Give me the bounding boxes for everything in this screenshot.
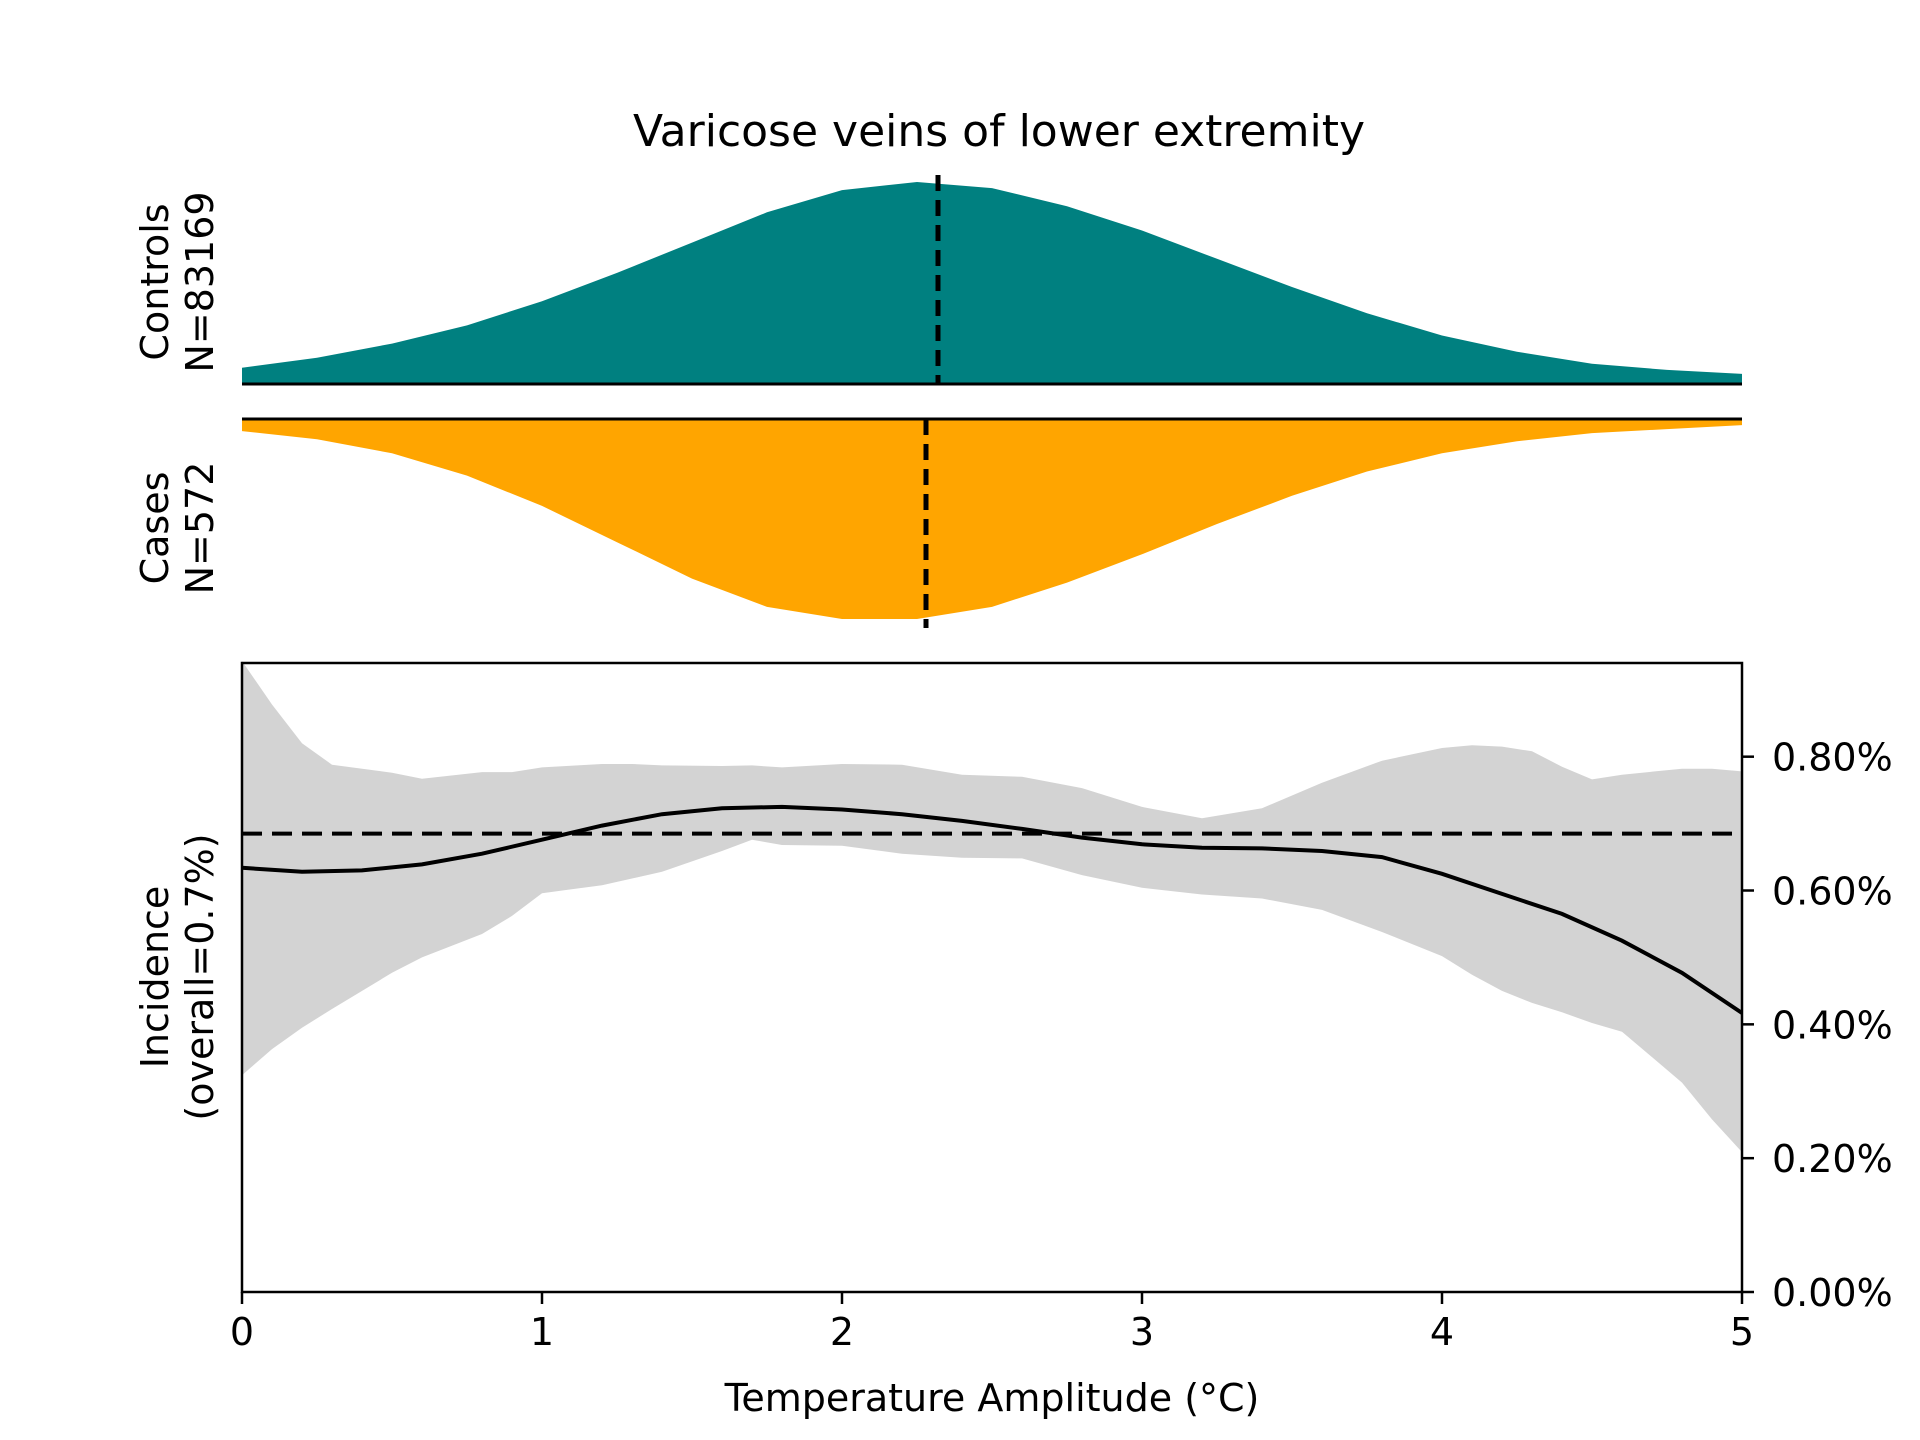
y-tick-label: 0.00% [1772,1271,1893,1315]
y-tick-label: 0.40% [1772,1003,1893,1047]
cases-ylabel-line1: Cases [133,472,177,585]
y-axis-ticks: 0.00% 0.20% 0.40% 0.60% 0.80% [1742,736,1893,1315]
cases-density-area [242,419,1742,619]
cases-panel: Cases N=572 [133,417,1742,628]
x-tick-label: 0 [230,1310,254,1354]
x-tick-label: 4 [1430,1310,1454,1354]
incidence-ylabel-line2: (overall=0.7%) [178,833,222,1120]
controls-ylabel-line1: Controls [133,203,177,360]
x-axis-label: Temperature Amplitude (°C) [724,1376,1260,1420]
controls-panel: Controls N=83169 [133,175,1742,386]
incidence-axes-frame [240,661,1744,1294]
x-tick-label: 2 [830,1310,854,1354]
incidence-ylabel-line1: Incidence [133,886,177,1069]
y-tick-label: 0.20% [1772,1137,1893,1181]
controls-ylabel-line2: N=83169 [178,191,222,372]
y-tick-label: 0.80% [1772,736,1893,780]
x-tick-label: 3 [1130,1310,1154,1354]
incidence-curve [241,804,1744,1015]
cases-ylabel-line2: N=572 [178,462,222,595]
x-axis-ticks: 0 1 2 3 4 5 [230,1292,1754,1354]
incidence-panel: 0 1 2 3 4 5 0.00% 0.20% 0.40% 0.60% 0.80% Tempera… [133,661,1893,1420]
chart-title: Varicose veins of lower extremity [633,106,1365,157]
x-tick-label: 5 [1730,1310,1754,1354]
confidence-band [242,661,1742,1153]
y-tick-label: 0.60% [1772,870,1893,914]
x-tick-label: 1 [530,1310,554,1354]
controls-density-area [242,182,1742,384]
